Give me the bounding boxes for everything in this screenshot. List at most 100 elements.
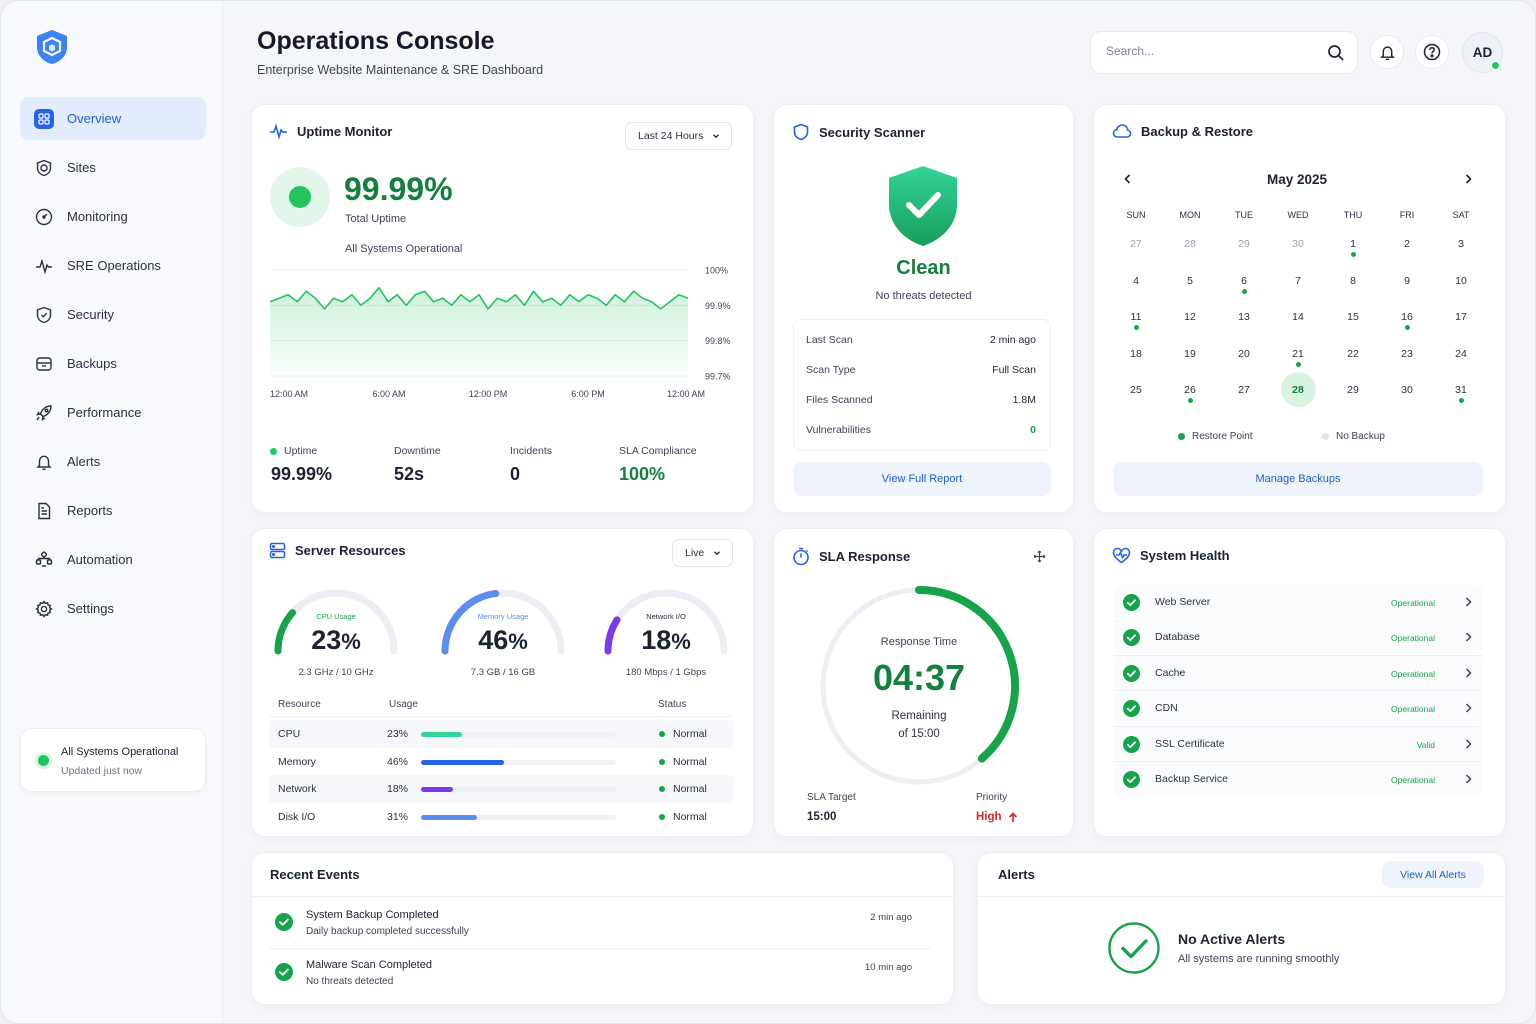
avatar[interactable]: AD bbox=[1462, 32, 1503, 73]
calendar-day[interactable]: 25 bbox=[1130, 384, 1142, 397]
health-row[interactable]: CDN Operational bbox=[1113, 691, 1483, 726]
calendar-day[interactable]: 24 bbox=[1455, 347, 1467, 360]
health-status: Operational bbox=[1391, 598, 1435, 608]
calendar-day[interactable]: 17 bbox=[1455, 311, 1467, 324]
resource-status: Normal bbox=[673, 728, 707, 740]
sidebar-item-sre-operations[interactable]: SRE Operations bbox=[20, 244, 206, 287]
sidebar-item-monitoring[interactable]: Monitoring bbox=[20, 195, 206, 238]
next-month-button[interactable] bbox=[1462, 173, 1474, 185]
mode-value: Live bbox=[685, 547, 705, 559]
restore-point-dot bbox=[1241, 288, 1247, 294]
calendar-day[interactable]: 27 bbox=[1130, 238, 1142, 250]
calendar-day[interactable]: 7 bbox=[1295, 274, 1301, 287]
health-row[interactable]: Web Server Operational bbox=[1113, 585, 1483, 619]
calendar-day[interactable]: 4 bbox=[1133, 274, 1139, 287]
calendar-day[interactable]: 31 bbox=[1455, 384, 1467, 397]
row-divider bbox=[1113, 761, 1483, 763]
chevron-right-icon bbox=[1465, 774, 1472, 784]
gauge-fill bbox=[604, 616, 621, 655]
check-circle-icon bbox=[1123, 594, 1140, 611]
weekday-label: THU bbox=[1343, 210, 1363, 220]
health-row[interactable]: Cache Operational bbox=[1113, 655, 1483, 690]
backup-title: Backup & Restore bbox=[1112, 123, 1253, 139]
sidebar-item-backups[interactable]: Backups bbox=[20, 342, 206, 385]
calendar-day[interactable]: 20 bbox=[1238, 347, 1250, 360]
calendar-day[interactable]: 23 bbox=[1401, 347, 1413, 360]
calendar-day[interactable]: 10 bbox=[1455, 274, 1467, 287]
uptime-status-text: All Systems Operational bbox=[345, 243, 463, 255]
calendar-day[interactable]: 29 bbox=[1238, 238, 1250, 250]
resource-usage: 23% bbox=[387, 728, 409, 740]
prev-month-button[interactable] bbox=[1122, 173, 1134, 185]
sidebar-item-alerts[interactable]: Alerts bbox=[20, 440, 206, 483]
calendar-day[interactable]: 13 bbox=[1238, 311, 1250, 324]
table-row: Network 18% Normal bbox=[269, 775, 733, 804]
calendar-day[interactable]: 28 bbox=[1292, 384, 1304, 397]
security-title: Security Scanner bbox=[792, 123, 925, 141]
calendar-day[interactable]: 14 bbox=[1292, 311, 1304, 324]
calendar-day[interactable]: 30 bbox=[1401, 384, 1413, 397]
gauge-fill bbox=[441, 589, 500, 655]
health-row[interactable]: Database Operational bbox=[1113, 620, 1483, 655]
calendar-day[interactable]: 19 bbox=[1184, 347, 1196, 360]
calendar-day[interactable]: 21 bbox=[1292, 347, 1304, 360]
resource-name: CPU bbox=[278, 728, 301, 740]
legend-restore-point: Restore Point bbox=[1178, 431, 1253, 442]
table-row: CPU 23% Normal bbox=[269, 720, 733, 748]
calendar-day[interactable]: 16 bbox=[1401, 311, 1413, 324]
view-all-alerts-button[interactable]: View All Alerts bbox=[1382, 861, 1484, 888]
manage-backups-button[interactable]: Manage Backups bbox=[1113, 462, 1483, 496]
check-circle-icon bbox=[1123, 664, 1140, 682]
sidebar-item-automation[interactable]: Automation bbox=[20, 538, 206, 581]
calendar-day[interactable]: 8 bbox=[1350, 274, 1356, 287]
calendar-day[interactable]: 15 bbox=[1347, 311, 1359, 324]
online-indicator bbox=[1491, 61, 1500, 70]
help-button[interactable] bbox=[1415, 35, 1449, 69]
health-row[interactable]: SSL Certificate Valid bbox=[1113, 726, 1483, 761]
calendar-day[interactable]: 30 bbox=[1292, 238, 1304, 250]
sidebar-item-overview[interactable]: Overview bbox=[20, 97, 206, 140]
search-input[interactable] bbox=[1106, 44, 1316, 58]
y-tick-label: 99.8% bbox=[705, 336, 731, 346]
sidebar-item-label: Backups bbox=[67, 356, 117, 371]
time-range-dropdown[interactable]: Last 24 Hours bbox=[625, 122, 733, 150]
search-icon[interactable] bbox=[1327, 44, 1345, 62]
calendar-day[interactable]: 9 bbox=[1404, 274, 1410, 287]
calendar-day[interactable]: 27 bbox=[1238, 384, 1250, 397]
bell-icon bbox=[34, 452, 54, 472]
calendar-day[interactable]: 3 bbox=[1458, 238, 1464, 250]
sidebar-item-settings[interactable]: Settings bbox=[20, 587, 206, 630]
no-alerts-title: No Active Alerts bbox=[1178, 931, 1286, 947]
expand-icon[interactable] bbox=[1033, 550, 1046, 563]
calendar-day[interactable]: 11 bbox=[1130, 311, 1142, 324]
shield-icon bbox=[34, 305, 54, 325]
health-status: Valid bbox=[1416, 739, 1435, 750]
calendar-day[interactable]: 26 bbox=[1184, 384, 1196, 397]
sidebar-item-performance[interactable]: Performance bbox=[20, 391, 206, 434]
calendar-day[interactable]: 29 bbox=[1347, 384, 1359, 397]
view-full-report-button[interactable]: View Full Report bbox=[793, 462, 1051, 496]
sidebar-item-security[interactable]: Security bbox=[20, 293, 206, 336]
security-status: Clean bbox=[896, 257, 951, 279]
calendar-day[interactable]: 18 bbox=[1130, 347, 1142, 360]
calendar-day[interactable]: 2 bbox=[1404, 238, 1410, 250]
cpu-gauge bbox=[274, 589, 398, 655]
sla-title: SLA Response bbox=[792, 547, 910, 566]
calendar-day[interactable]: 5 bbox=[1187, 274, 1193, 287]
check-circle-icon bbox=[1108, 922, 1160, 974]
legend-no-backup: No Backup bbox=[1322, 431, 1385, 442]
calendar-day[interactable]: 1 bbox=[1350, 238, 1356, 250]
sidebar-item-sites[interactable]: Sites bbox=[20, 146, 206, 189]
calendar-day[interactable]: 6 bbox=[1241, 274, 1247, 287]
calendar-day[interactable]: 22 bbox=[1347, 347, 1359, 360]
help-icon bbox=[1423, 43, 1441, 61]
live-mode-dropdown[interactable]: Live bbox=[672, 539, 734, 567]
calendar-day[interactable]: 28 bbox=[1184, 238, 1196, 250]
health-row[interactable]: Backup Service Operational bbox=[1113, 762, 1483, 796]
notifications-button[interactable] bbox=[1370, 35, 1404, 69]
weekday-label: MON bbox=[1179, 210, 1201, 220]
sidebar-item-reports[interactable]: Reports bbox=[20, 489, 206, 532]
sidebar-item-label: Alerts bbox=[67, 454, 101, 469]
calendar-day[interactable]: 12 bbox=[1184, 311, 1196, 324]
stat-downtime-value: 52s bbox=[394, 464, 425, 484]
